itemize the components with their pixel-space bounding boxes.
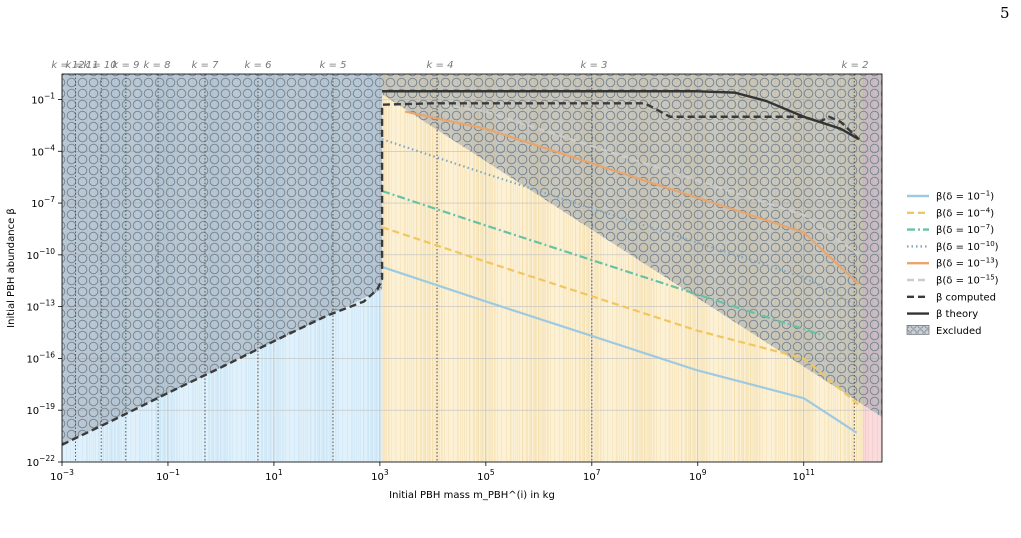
legend-label: β(δ = 10−15) [936,274,999,287]
k-marker-label: k = 8 [144,60,171,71]
data-series [62,90,860,446]
legend-entry: β(δ = 10−4) [907,206,994,219]
legend-label: β(δ = 10−10) [936,240,999,253]
legend-entry: β computed [907,292,996,303]
y-tick-label: 10−1 [31,91,55,106]
legend: β(δ = 10−1) β(δ = 10−4) β(δ = 10−7) β(δ = 1… [906,190,999,337]
legend-entry: Excluded [906,325,982,337]
y-axis-label: Initial PBH abundance β [6,208,17,328]
y-axis-ticks: 10−1 10−4 10−7 10−10 10−13 10−16 10−19 10−22 [26,91,62,469]
series-line [442,103,860,256]
k-marker-label: k = 3 [581,60,608,71]
legend-entry: β(δ = 10−13) [907,257,999,270]
y-tick-label: 10−7 [31,195,55,210]
k-marker-label: k = 7 [192,60,220,71]
legend-label: β(δ = 10−4) [936,206,994,219]
series-line [381,265,858,434]
x-tick-label: 10−3 [50,468,74,483]
x-tick-label: 109 [689,468,707,483]
page-number: 5 [1000,4,1010,22]
k-marker-label: k = 11 [65,60,98,71]
legend-label: β(δ = 10−1) [936,190,994,203]
legend-label: Excluded [936,326,982,337]
x-axis-ticks: 10−3 10−1 101 103 105 107 109 1011 [50,462,815,483]
k-marker-label: k = 2 [842,60,869,71]
x-tick-label: 10−1 [156,468,180,483]
y-tick-label: 10−13 [26,299,55,314]
excluded-region-hatch [382,74,882,418]
k-marker-label: k = 6 [245,60,272,71]
excluded-region-hatch [62,74,383,445]
legend-entry: β(δ = 10−15) [907,274,999,287]
y-tick-label: 10−19 [26,402,55,417]
y-tick-label: 10−16 [26,350,55,365]
y-tick-label: 10−10 [26,247,55,262]
series-line [382,90,860,141]
legend-entry: β(δ = 10−7) [907,223,994,236]
k-marker-label: k = 4 [427,60,454,71]
x-tick-label: 103 [371,468,389,483]
series-line [381,189,826,338]
x-tick-label: 107 [583,468,601,483]
legend-label: β computed [936,292,996,303]
legend-entry: β(δ = 10−1) [907,190,994,203]
series-line [404,110,860,285]
legend-entry: β(δ = 10−10) [907,240,999,253]
y-tick-label: 10−4 [31,143,55,158]
legend-swatch-hatch [907,325,929,335]
k-marker-labels: k = 12k = 11k = 10k = 9 k = 8 k = 7 k = 6 k … [51,60,868,71]
x-tick-label: 101 [265,468,283,483]
x-axis-label: Initial PBH mass m_PBH^(i) in kg [389,490,555,501]
y-tick-label: 10−22 [26,454,55,469]
k-marker-label: k = 10 [83,60,116,71]
series-line [381,226,860,406]
x-tick-label: 1011 [793,468,816,483]
legend-label: β(δ = 10−7) [936,223,994,236]
k-marker-label: k = 5 [320,60,347,71]
k-marker-label: k = 12 [51,60,84,71]
k-marker-label: k = 9 [113,60,140,71]
legend-entry: β theory [907,309,978,320]
x-tick-label: 105 [477,468,495,483]
legend-label: β(δ = 10−13) [936,257,999,270]
k-marker-lines [75,74,855,462]
legend-label: β theory [936,309,978,320]
plot-frame [61,73,883,463]
excluded-regions [62,74,882,445]
series-line [381,138,860,308]
